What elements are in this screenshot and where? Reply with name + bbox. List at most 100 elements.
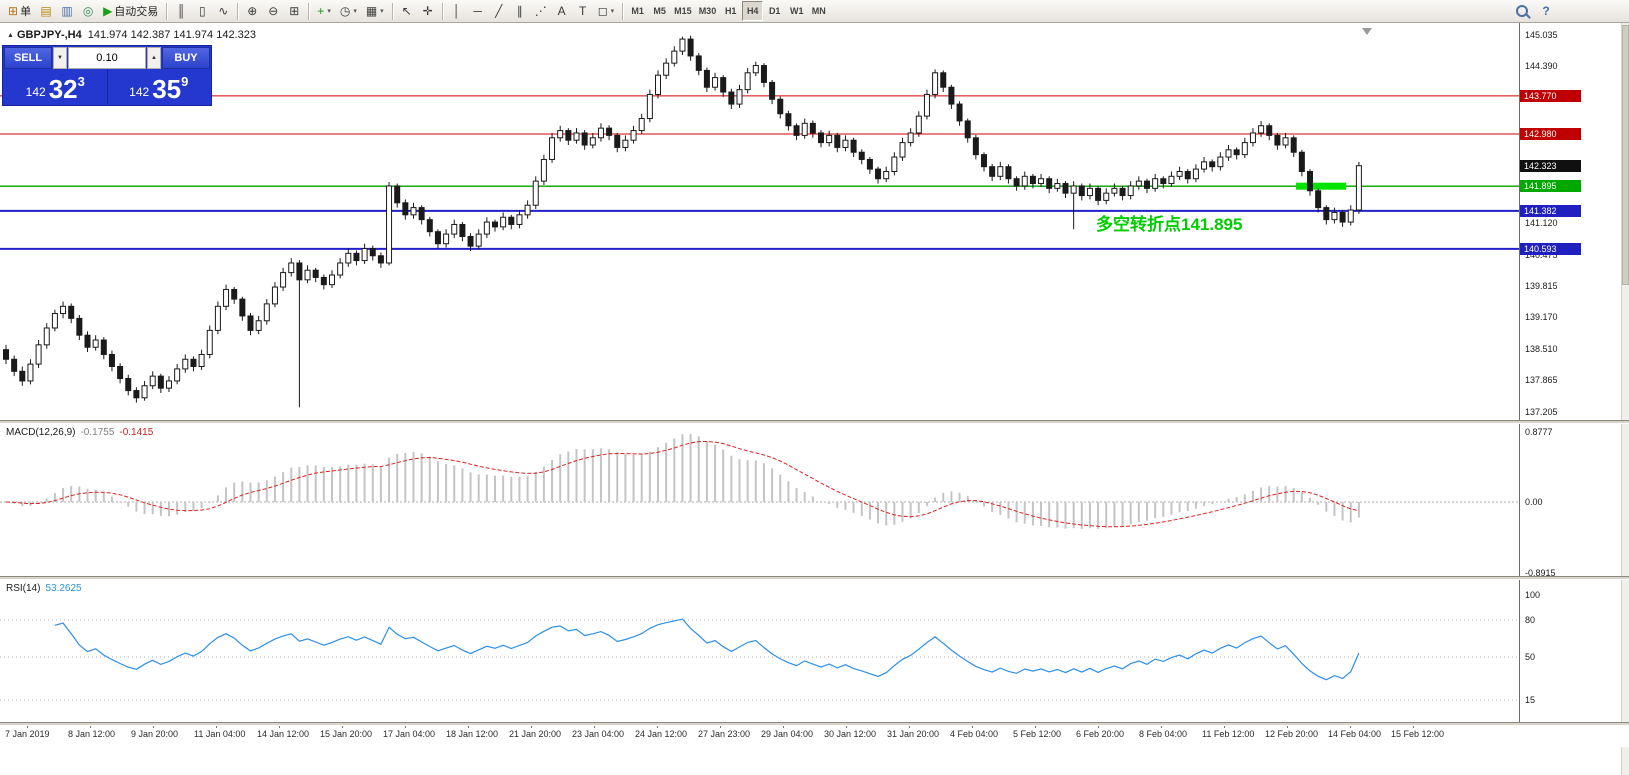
rsi-value: 53.2625	[45, 583, 82, 594]
symbol-search-button[interactable]	[1512, 1, 1532, 21]
buy-price-point: 9	[181, 74, 189, 89]
toolbar-separator	[441, 2, 443, 20]
dropdown-arrow-icon: ▾	[610, 8, 615, 15]
time-label: 8 Feb 04:00	[1139, 729, 1188, 739]
crosshair-icon: ✛	[422, 4, 433, 18]
time-label: 11 Jan 04:00	[194, 729, 246, 739]
text-label-button[interactable]: T	[573, 1, 593, 21]
time-tick	[1350, 725, 1351, 728]
market-watch-button[interactable]: ▤	[36, 1, 56, 21]
macd-chart[interactable]	[0, 424, 1519, 576]
vertical-line-button[interactable]: │	[447, 1, 467, 21]
toolbar-right-group: ?	[1512, 1, 1556, 21]
time-label: 8 Jan 12:00	[68, 729, 116, 739]
highlight-bar[interactable]	[1296, 182, 1346, 190]
help-button[interactable]: ?	[1536, 1, 1556, 21]
navigator-button[interactable]: ◎	[78, 1, 98, 21]
macd-hist-value: -0.1755	[80, 427, 115, 438]
timeframe-h4-button[interactable]: H4	[742, 1, 764, 21]
price-tag: 141.382	[1520, 204, 1581, 217]
time-label: 29 Jan 04:00	[761, 729, 814, 739]
fibonacci-button[interactable]: ⋰	[531, 1, 551, 21]
timeframe-h1-button[interactable]: H1	[720, 1, 741, 21]
macd-label: MACD(12,26,9) -0.1755 -0.1415	[6, 427, 154, 438]
macd-indicator-panel[interactable]: MACD(12,26,9) -0.1755 -0.1415	[0, 424, 1519, 576]
timeframe-mn-button[interactable]: MN	[808, 1, 829, 21]
timeframe-d1-button-label: D1	[768, 6, 781, 16]
time-label: 5 Feb 12:00	[1013, 729, 1062, 739]
volume-increase-button[interactable]: ▲	[147, 47, 161, 69]
rsi-indicator-panel[interactable]: RSI(14) 53.2625	[0, 580, 1519, 722]
templates-button[interactable]: ▦ ▾	[362, 1, 388, 21]
indicators-button[interactable]: + ▾	[313, 1, 335, 21]
turning-point-annotation: 多空转折点141.895	[1096, 215, 1243, 234]
candlestick-chart-button[interactable]: ▯	[192, 1, 212, 21]
trendline-button[interactable]: ╱	[489, 1, 509, 21]
time-tick	[90, 725, 91, 728]
vertical-scrollbar[interactable]	[1621, 23, 1629, 775]
line-chart-button[interactable]: ∿	[213, 1, 233, 21]
panel-splitter[interactable]	[0, 576, 1629, 580]
candlestick-chart[interactable]	[0, 23, 1519, 420]
autotrading-button[interactable]: ▶ 自动交易	[99, 1, 162, 21]
text-label-icon: T	[579, 4, 587, 18]
scrollbar-thumb[interactable]	[1622, 25, 1629, 285]
sell-price-pips: 32	[48, 73, 78, 104]
time-label: 17 Jan 04:00	[383, 729, 436, 739]
channel-icon: ∥	[516, 4, 523, 18]
price-tag: 141.895	[1520, 180, 1581, 193]
timeframe-m1-button-label: M1	[631, 6, 644, 16]
new-order-button[interactable]: ⊞ 单	[4, 1, 35, 21]
time-label: 27 Jan 23:00	[698, 729, 751, 739]
time-axis: 7 Jan 2019 8 Jan 12:00 9 Jan 20:00 11 Jan 0…	[0, 725, 1629, 747]
price-chart-panel[interactable]: ▲ GBPJPY-,H4 141.974 142.387 141.974 142.3…	[0, 23, 1519, 420]
chart-marker-icon: ▲	[7, 32, 14, 39]
line-chart-icon: ∿	[218, 4, 229, 18]
text-button[interactable]: A	[552, 1, 572, 21]
panel-splitter[interactable]	[0, 420, 1629, 424]
time-tick	[1224, 725, 1225, 728]
macd-signal-line	[5, 440, 1360, 528]
arrows-button[interactable]: ◻ ▾	[594, 1, 618, 21]
volume-decrease-button[interactable]: ▼	[53, 47, 67, 69]
rsi-chart[interactable]	[0, 580, 1519, 722]
timeframe-m30-button[interactable]: M30	[696, 1, 720, 21]
time-tick	[1098, 725, 1099, 728]
cursor-button[interactable]: ↖	[397, 1, 417, 21]
indicators-icon: +	[317, 4, 325, 18]
time-label: 15 Feb 12:00	[1391, 729, 1445, 739]
chart-shift-marker-icon[interactable]	[1362, 28, 1372, 35]
bar-chart-button[interactable]: ║	[171, 1, 191, 21]
buy-price-display[interactable]: 142 35 9	[106, 69, 211, 104]
toolbar-separator	[308, 2, 310, 20]
timeframe-h1-button-label: H1	[724, 6, 737, 16]
timeframe-w1-button[interactable]: W1	[786, 1, 807, 21]
timeframe-d1-button[interactable]: D1	[764, 1, 785, 21]
sell-price-display[interactable]: 142 32 3	[4, 69, 107, 104]
price-tick-label: 138.510	[1525, 344, 1558, 355]
buy-button[interactable]: BUY	[162, 47, 210, 69]
time-label: 9 Jan 20:00	[131, 729, 179, 739]
panel-splitter[interactable]	[0, 722, 1629, 726]
timeframe-m5-button[interactable]: M5	[649, 1, 670, 21]
time-tick	[1161, 725, 1162, 728]
sell-button[interactable]: SELL	[4, 47, 52, 69]
zoom-in-icon: ⊕	[247, 4, 258, 18]
tile-windows-button[interactable]: ⊞	[284, 1, 304, 21]
volume-input[interactable]	[68, 47, 146, 69]
time-tick	[405, 725, 406, 728]
crosshair-button[interactable]: ✛	[418, 1, 438, 21]
timeframe-m1-button[interactable]: M1	[627, 1, 648, 21]
timeframe-m15-button[interactable]: M15	[671, 1, 695, 21]
zoom-in-button[interactable]: ⊕	[242, 1, 262, 21]
horizontal-line-button[interactable]: ─	[468, 1, 488, 21]
channel-button[interactable]: ∥	[510, 1, 530, 21]
indicator-axis-label: 50	[1525, 652, 1536, 662]
time-tick	[27, 725, 28, 728]
time-tick	[846, 725, 847, 728]
zoom-out-button[interactable]: ⊖	[263, 1, 283, 21]
data-window-button[interactable]: ▥	[57, 1, 77, 21]
indicator-axis-label: 0.00	[1525, 497, 1543, 507]
periods-button[interactable]: ◷ ▾	[336, 1, 361, 21]
